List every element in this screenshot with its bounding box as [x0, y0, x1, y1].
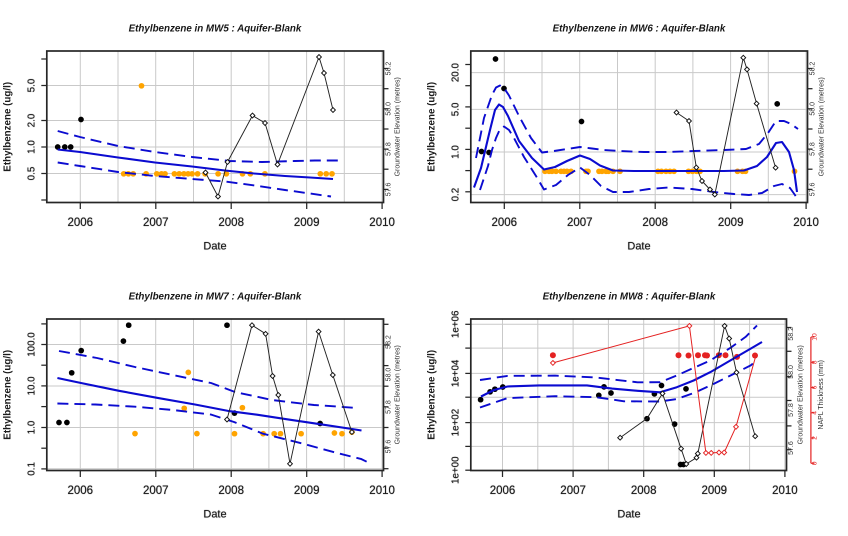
svg-text:58.0: 58.0	[386, 102, 393, 116]
svg-text:2006: 2006	[490, 485, 516, 497]
svg-text:2008: 2008	[631, 485, 657, 497]
svg-text:Ethylbenzene in MW6 : Aquifer-: Ethylbenzene in MW6 : Aquifer-Blank	[553, 24, 726, 35]
svg-text:Ethylbenzene in MW8 : Aquifer-: Ethylbenzene in MW8 : Aquifer-Blank	[543, 292, 716, 303]
svg-text:2006: 2006	[68, 217, 94, 229]
svg-text:58.2: 58.2	[810, 62, 817, 76]
svg-text:57.8: 57.8	[810, 142, 817, 156]
svg-text:5.0: 5.0	[27, 78, 38, 92]
svg-text:2009: 2009	[294, 485, 320, 497]
svg-text:Ethylbenzene (ug/l): Ethylbenzene (ug/l)	[3, 350, 14, 440]
svg-text:Date: Date	[627, 241, 650, 253]
svg-text:2: 2	[812, 436, 819, 440]
svg-text:Date: Date	[617, 509, 640, 521]
svg-text:NAPL Thickness (mm): NAPL Thickness (mm)	[818, 360, 825, 430]
svg-text:Groundwater Elevation (metres): Groundwater Elevation (metres)	[819, 77, 826, 176]
svg-text:57.8: 57.8	[386, 142, 393, 156]
svg-text:57.8: 57.8	[788, 403, 795, 417]
svg-text:0: 0	[812, 461, 819, 465]
svg-text:58.0: 58.0	[386, 368, 393, 382]
svg-text:57.6: 57.6	[810, 182, 817, 196]
svg-text:Groundwater Elevation (metres): Groundwater Elevation (metres)	[798, 345, 805, 444]
svg-text:2008: 2008	[218, 485, 244, 497]
svg-text:10.0: 10.0	[27, 376, 38, 396]
svg-text:2008: 2008	[218, 217, 244, 229]
svg-text:2009: 2009	[702, 485, 728, 497]
svg-text:Groundwater Elevation (metres): Groundwater Elevation (metres)	[395, 345, 402, 444]
svg-text:57.6: 57.6	[788, 441, 795, 455]
svg-text:20.0: 20.0	[451, 63, 462, 83]
svg-text:2007: 2007	[560, 485, 586, 497]
svg-text:1e+02: 1e+02	[451, 409, 462, 437]
svg-text:2009: 2009	[294, 217, 320, 229]
svg-text:1e+00: 1e+00	[451, 456, 462, 484]
svg-text:2010: 2010	[369, 485, 395, 497]
svg-text:2007: 2007	[567, 217, 593, 229]
svg-text:2010: 2010	[369, 217, 395, 229]
svg-text:58.2: 58.2	[386, 62, 393, 76]
svg-text:100.0: 100.0	[27, 332, 38, 357]
svg-text:Date: Date	[203, 241, 226, 253]
svg-text:1e+06: 1e+06	[451, 310, 462, 338]
svg-text:0.5: 0.5	[27, 166, 38, 180]
svg-text:2006: 2006	[68, 485, 94, 497]
svg-text:0.1: 0.1	[27, 462, 38, 476]
svg-text:Ethylbenzene in MW5 : Aquifer-: Ethylbenzene in MW5 : Aquifer-Blank	[129, 24, 302, 35]
svg-text:Ethylbenzene (ug/l): Ethylbenzene (ug/l)	[3, 82, 14, 172]
svg-text:1.0: 1.0	[451, 145, 462, 159]
svg-text:Groundwater Elevation (metres): Groundwater Elevation (metres)	[395, 77, 402, 176]
svg-text:0.2: 0.2	[451, 188, 462, 202]
svg-text:2.0: 2.0	[27, 113, 38, 127]
svg-text:2010: 2010	[772, 485, 798, 497]
svg-text:2009: 2009	[718, 217, 744, 229]
svg-text:2007: 2007	[143, 217, 169, 229]
svg-text:Date: Date	[203, 509, 226, 521]
svg-text:58.2: 58.2	[788, 327, 795, 341]
svg-text:57.8: 57.8	[386, 400, 393, 414]
svg-text:Ethylbenzene in MW7 : Aquifer-: Ethylbenzene in MW7 : Aquifer-Blank	[129, 292, 302, 303]
svg-text:57.6: 57.6	[386, 182, 393, 196]
svg-text:58.0: 58.0	[810, 102, 817, 116]
svg-text:2007: 2007	[143, 485, 169, 497]
svg-text:2010: 2010	[793, 217, 819, 229]
svg-text:58.0: 58.0	[788, 365, 795, 379]
svg-text:4: 4	[812, 411, 819, 415]
svg-text:Ethylbenzene (ug/l): Ethylbenzene (ug/l)	[427, 350, 438, 440]
svg-text:57.6: 57.6	[386, 440, 393, 454]
svg-text:10: 10	[812, 333, 819, 341]
svg-text:Ethylbenzene (ug/l): Ethylbenzene (ug/l)	[427, 82, 438, 172]
svg-text:5.0: 5.0	[451, 102, 462, 116]
svg-text:2006: 2006	[492, 217, 518, 229]
svg-text:1.0: 1.0	[27, 140, 38, 154]
svg-text:6: 6	[812, 385, 819, 389]
svg-text:8: 8	[812, 360, 819, 364]
svg-text:1e+04: 1e+04	[451, 359, 462, 387]
svg-text:2008: 2008	[642, 217, 668, 229]
svg-text:58.2: 58.2	[386, 335, 393, 349]
svg-text:1.0: 1.0	[27, 420, 38, 434]
